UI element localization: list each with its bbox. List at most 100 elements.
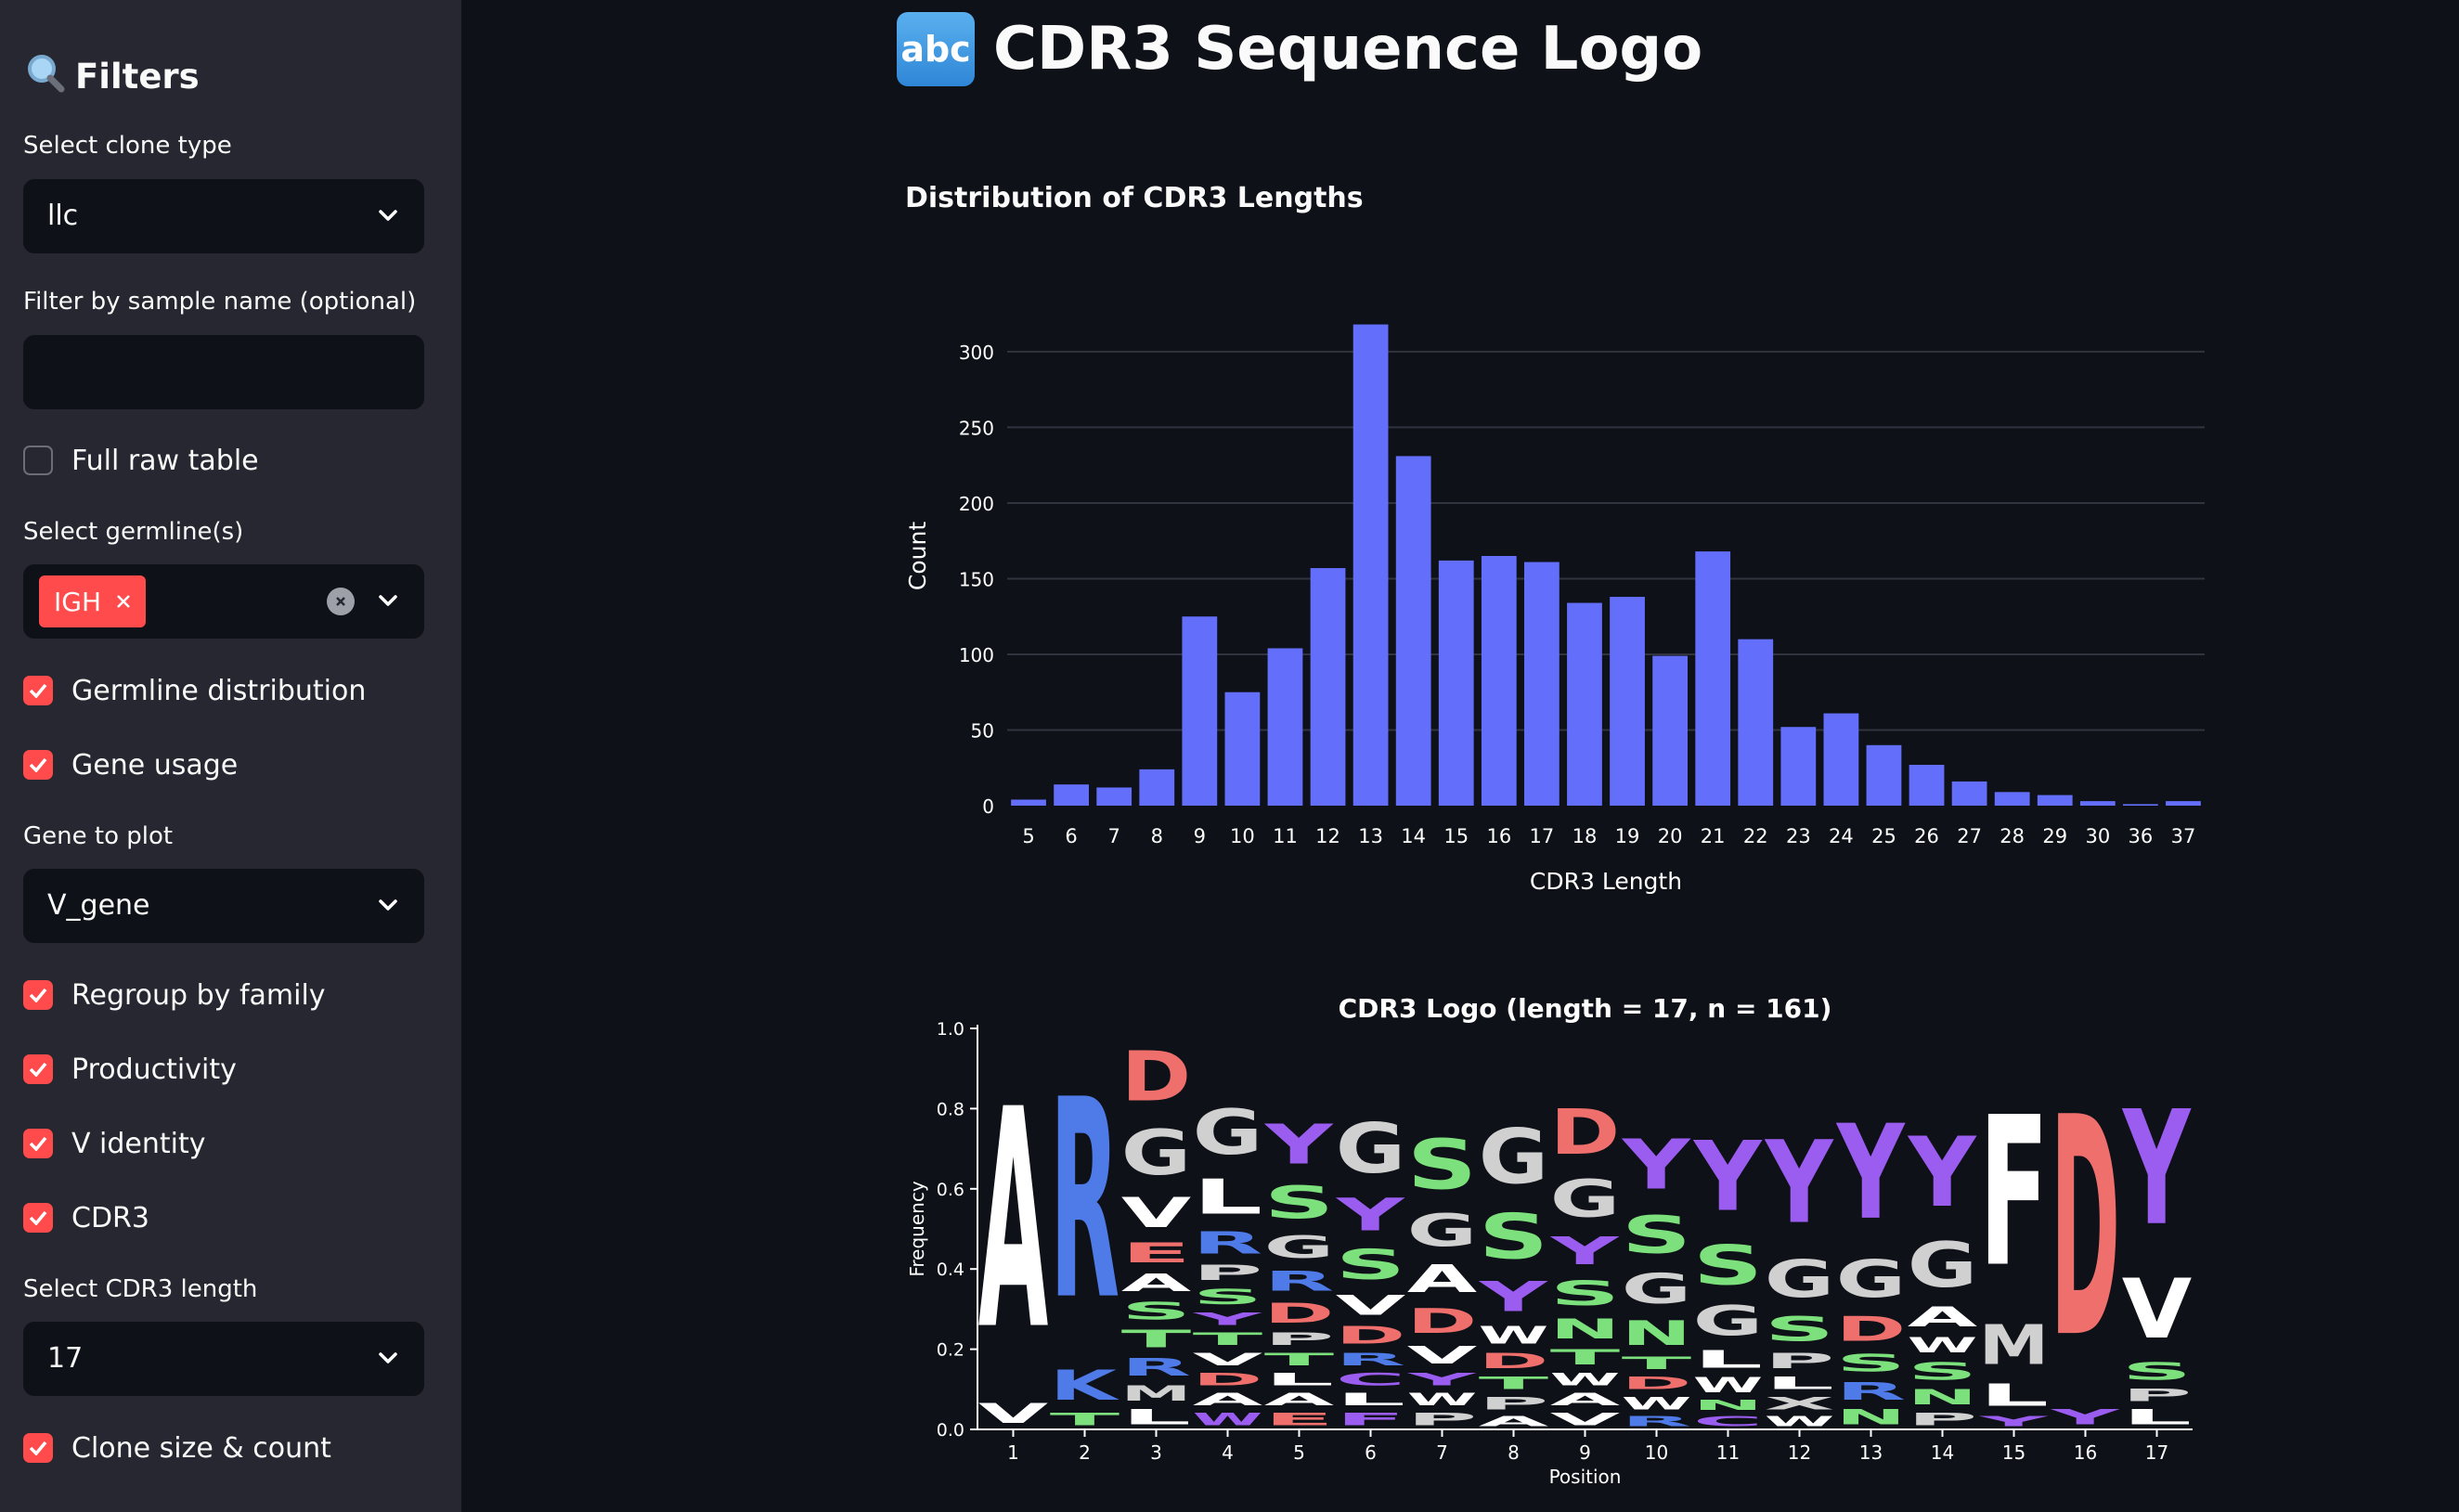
logo-letter: L <box>1693 1345 1763 1373</box>
y-tick-label: 50 <box>971 719 994 742</box>
x-tick-label: 11 <box>1273 825 1298 847</box>
logo-letter: P <box>1193 1261 1262 1286</box>
cdr3-length-bar-chart[interactable]: 0 50 100 150 200 250 300 5 6 7 8 9 10 11 12 13 14 15 16 17 1… <box>891 297 2228 910</box>
logo-letter: S <box>1193 1286 1262 1310</box>
bar <box>2037 795 2073 806</box>
bar <box>1096 787 1132 806</box>
germline-distribution-label: Germline distribution <box>71 674 367 707</box>
bar <box>1780 727 1817 806</box>
logo-letter: S <box>1622 1205 1691 1265</box>
y-tick-label: 1.0 <box>937 1019 964 1040</box>
logo-letter: Y <box>1835 1097 1906 1248</box>
logo-letter: N <box>1622 1313 1691 1353</box>
logo-letter: L <box>1765 1373 1834 1393</box>
x-tick-label: 12 <box>1788 1441 1811 1464</box>
y-tick-label: 0.2 <box>937 1340 964 1361</box>
checkbox-box[interactable] <box>23 1129 53 1158</box>
checkbox-box[interactable] <box>23 980 53 1010</box>
productivity-checkbox[interactable]: Productivity <box>23 1051 237 1088</box>
x-tick-label: 16 <box>1486 825 1511 847</box>
x-tick-label: 5 <box>1022 825 1034 847</box>
sidebar-title: Filters <box>23 48 200 104</box>
chevron-down-icon <box>379 595 397 606</box>
logo-letter: G <box>1121 1118 1191 1189</box>
logo-letter: D <box>1121 1037 1191 1117</box>
logo-letter: T <box>1479 1373 1548 1393</box>
bar <box>1909 764 1945 806</box>
x-tick-label: 29 <box>2042 825 2067 847</box>
gene-to-plot-select[interactable]: V_gene <box>23 869 424 943</box>
logo-letter: D <box>1336 1321 1405 1349</box>
cdr3-length-select[interactable]: 17 <box>23 1322 424 1396</box>
gene-to-plot-value: V_gene <box>47 889 150 922</box>
x-tick-label: 11 <box>1716 1441 1740 1464</box>
logo-letter: V <box>1121 1189 1192 1236</box>
logo-letter: C <box>1336 1369 1405 1389</box>
logo-letter: G <box>1193 1097 1262 1169</box>
x-tick-label: 4 <box>1222 1441 1234 1464</box>
y-axis-title: Count <box>904 522 931 590</box>
regroup-by-family-checkbox[interactable]: Regroup by family <box>23 976 326 1014</box>
x-tick-label: 13 <box>1358 825 1383 847</box>
chevron-down-icon <box>379 210 397 221</box>
bar <box>2079 801 2116 806</box>
checkbox-box[interactable] <box>23 1054 53 1084</box>
logo-letter: S <box>1407 1126 1477 1206</box>
logo-letter: W <box>1765 1414 1834 1429</box>
y-tick-label: 100 <box>959 644 994 666</box>
logo-letter: Y <box>1908 1118 1977 1230</box>
bar <box>1652 655 1688 806</box>
logo-letter: D <box>1407 1302 1477 1342</box>
clone-type-select[interactable]: llc <box>23 179 424 253</box>
germline-label: Select germline(s) <box>23 518 244 546</box>
sidebar-title-text: Filters <box>75 56 200 97</box>
x-tick-label: 25 <box>1871 825 1896 847</box>
logo-letter: T <box>1121 1325 1192 1353</box>
logo-letter: L <box>1121 1405 1191 1429</box>
germline-distribution-checkbox[interactable]: Germline distribution <box>23 672 366 709</box>
cdr3-label: CDR3 <box>71 1201 149 1234</box>
logo-letter: P <box>1479 1393 1548 1413</box>
logo-letter: Y <box>1549 1230 1620 1273</box>
y-tick-label: 0 <box>982 795 994 818</box>
logo-letter: A <box>1479 1414 1549 1429</box>
logo-letter: Y <box>1622 1125 1691 1205</box>
bar <box>1738 639 1774 806</box>
remove-tag-icon[interactable] <box>116 594 131 609</box>
logo-letter: T <box>1622 1353 1691 1374</box>
v-identity-checkbox[interactable]: V identity <box>23 1125 206 1162</box>
logo-letter: Y <box>1693 1121 1763 1234</box>
x-tick-label: 17 <box>2145 1441 2168 1464</box>
logo-letter: R <box>1050 1041 1119 1361</box>
x-tick-label: 16 <box>2074 1441 2097 1464</box>
x-tick-label: 14 <box>1931 1441 1954 1464</box>
checkbox-box[interactable] <box>23 1203 53 1233</box>
germline-multiselect[interactable]: IGH <box>23 564 424 639</box>
bar <box>1395 456 1431 806</box>
logo-letter: T <box>1264 1350 1334 1370</box>
logo-letter: Y <box>1978 1414 2049 1429</box>
full-raw-table-checkbox[interactable]: Full raw table <box>23 442 259 479</box>
gene-usage-checkbox[interactable]: Gene usage <box>23 746 238 783</box>
logo-letter: W <box>1550 1369 1620 1389</box>
sample-filter-input[interactable] <box>23 335 424 409</box>
logo-letter: A <box>1264 1389 1334 1410</box>
checkbox-box[interactable] <box>23 750 53 780</box>
logo-letter: A <box>1908 1301 1978 1333</box>
bar <box>1567 602 1602 806</box>
logo-chart-title: CDR3 Logo (length = 17, n = 161) <box>1339 993 1832 1024</box>
clone-size-count-checkbox[interactable]: Clone size & count <box>23 1429 331 1467</box>
x-tick-label: 8 <box>1151 825 1163 847</box>
bar <box>1524 562 1560 806</box>
logo-letter: D <box>1836 1310 1906 1350</box>
clear-selection-icon[interactable] <box>327 588 355 615</box>
checkbox-box[interactable] <box>23 676 53 705</box>
checkbox-box[interactable] <box>23 446 53 475</box>
chevron-down-icon <box>379 899 397 911</box>
checkbox-box[interactable] <box>23 1433 53 1463</box>
cdr3-checkbox[interactable]: CDR3 <box>23 1199 149 1236</box>
bar <box>1994 792 2030 806</box>
logo-letter: R <box>1622 1414 1691 1429</box>
logo-letter: S <box>1693 1234 1763 1298</box>
logo-letter: S <box>1479 1201 1548 1273</box>
